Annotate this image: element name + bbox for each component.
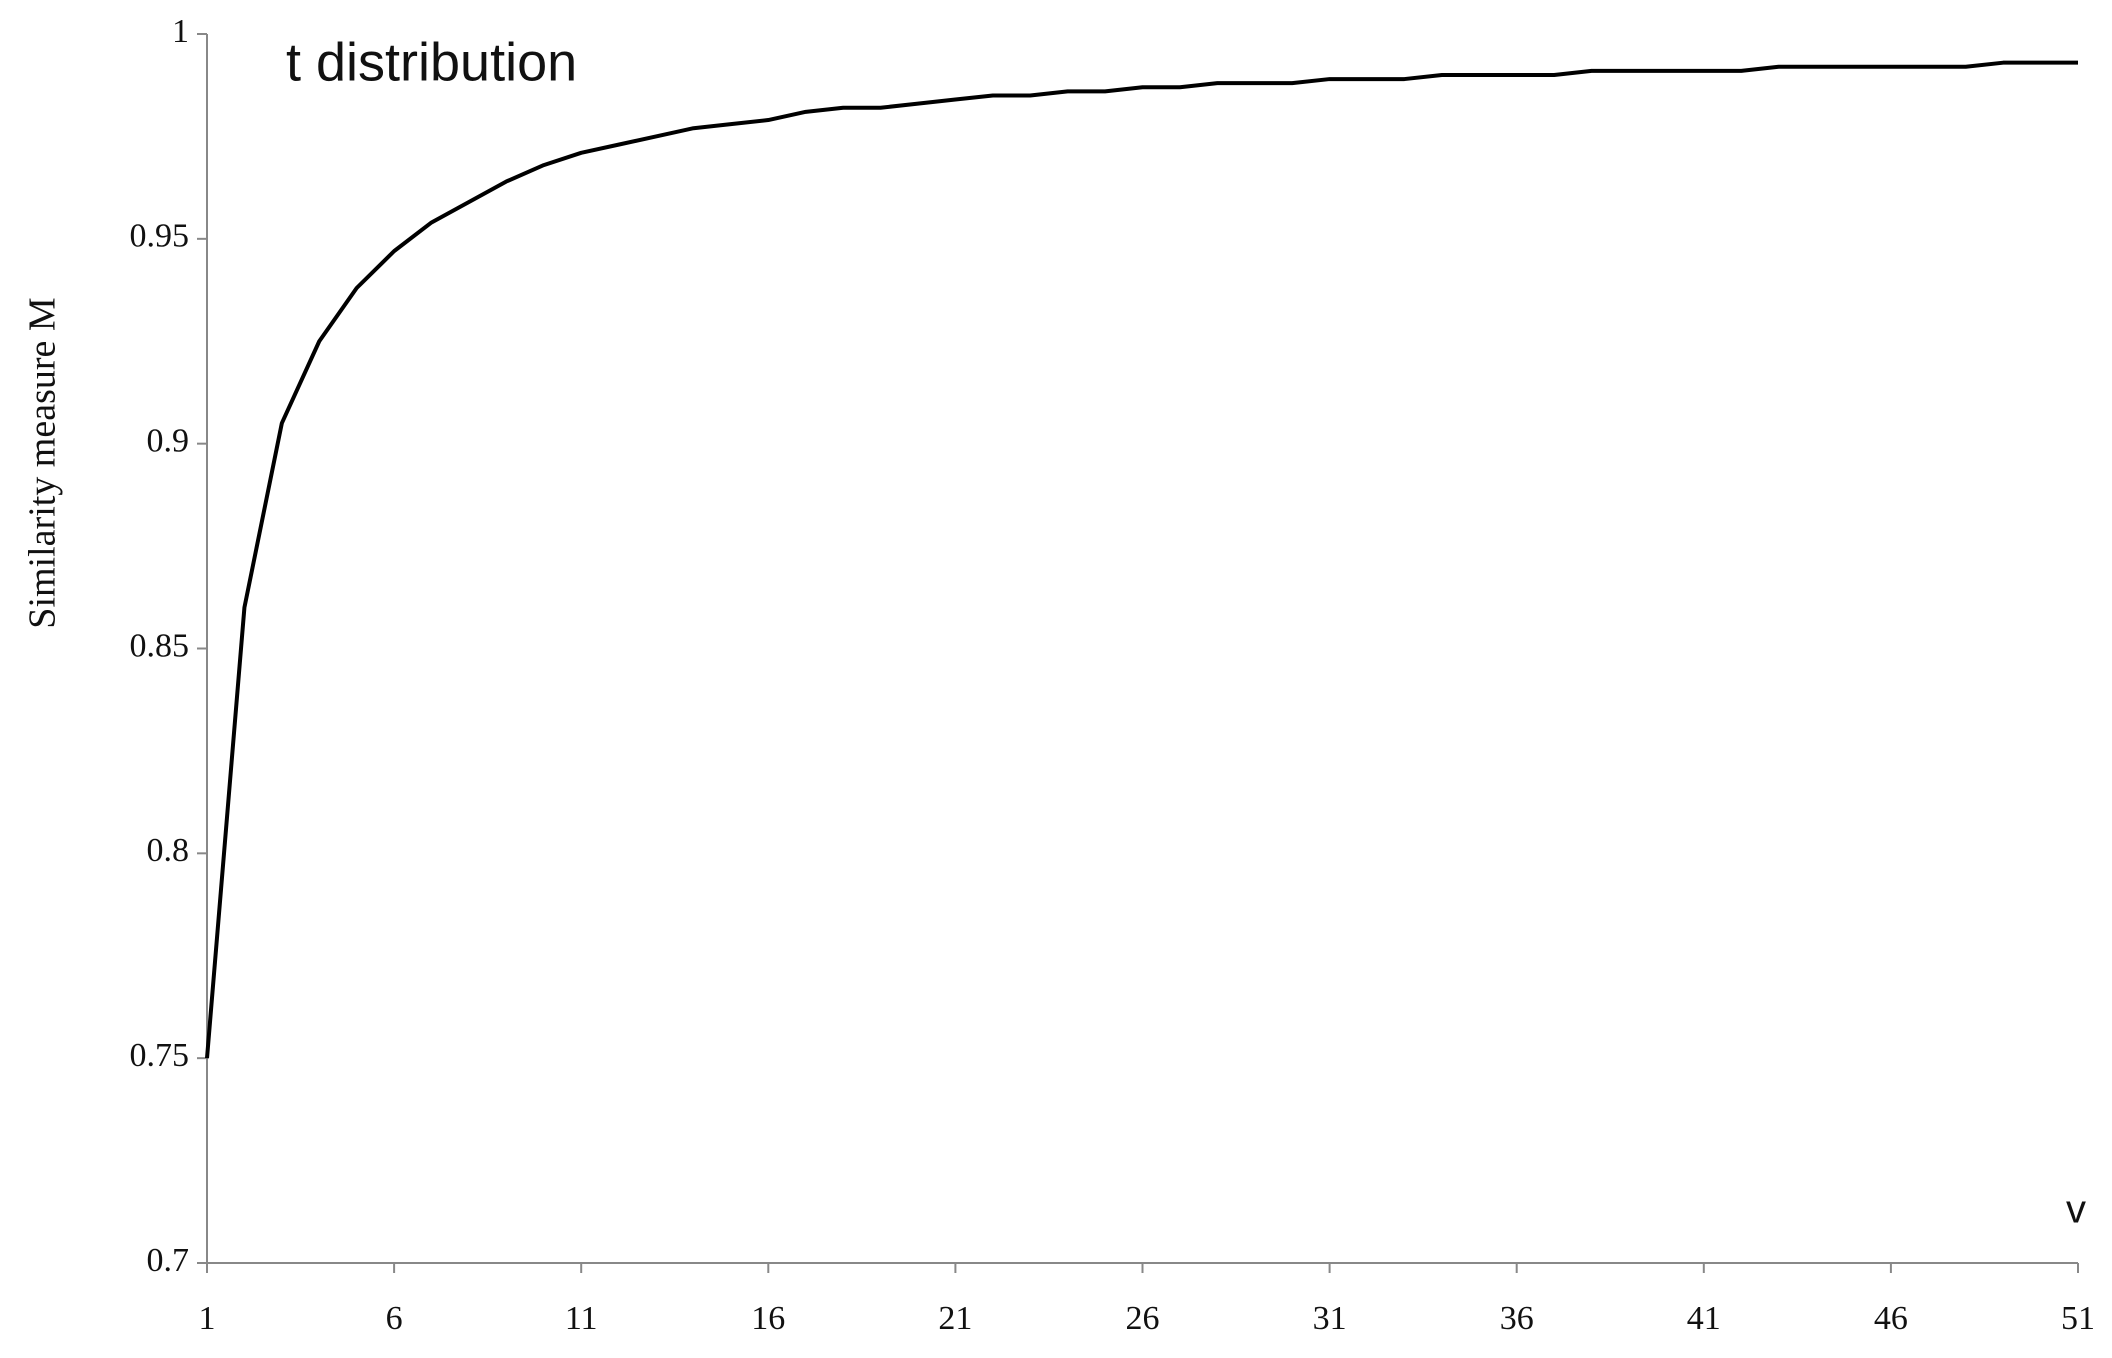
y-tick-label: 0.95 <box>130 218 190 255</box>
x-tick-label: 51 <box>2061 1300 2095 1337</box>
x-tick-label: 46 <box>1874 1300 1908 1337</box>
x-tick-label: 1 <box>199 1300 216 1337</box>
x-tick-label: 6 <box>386 1300 403 1337</box>
data-line <box>205 60 2078 1059</box>
x-tick-label: 16 <box>751 1300 785 1337</box>
x-axis-label: v <box>2066 1188 2086 1232</box>
y-tick-label: 0.8 <box>147 832 190 869</box>
y-tick-label: 1 <box>172 13 189 50</box>
y-axis-label: Similarity measure M <box>22 297 64 628</box>
y-tick-label: 0.7 <box>147 1242 190 1279</box>
y-tick-label: 0.75 <box>130 1037 190 1074</box>
x-tick-label: 41 <box>1687 1300 1721 1337</box>
chart-title: t distribution <box>286 32 577 92</box>
x-tick-label: 31 <box>1313 1300 1347 1337</box>
y-tick-label: 0.9 <box>147 422 190 459</box>
x-tick-label: 36 <box>1500 1300 1534 1337</box>
x-tick-label: 26 <box>1126 1300 1160 1337</box>
y-tick-label: 0.85 <box>130 627 190 664</box>
x-tick-label: 21 <box>938 1300 972 1337</box>
x-tick-label: 11 <box>565 1300 598 1337</box>
